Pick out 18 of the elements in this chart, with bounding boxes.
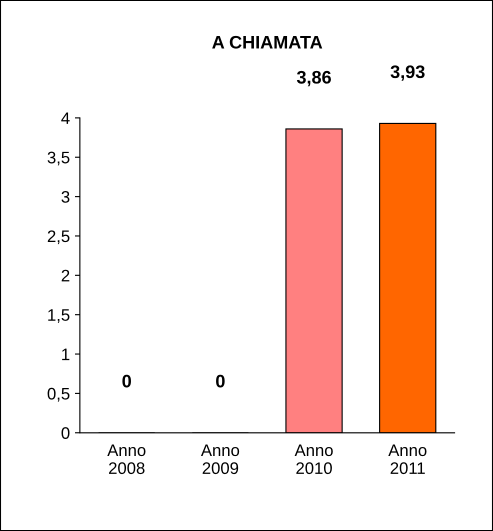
- x-tick-label: Anno 2011: [388, 444, 426, 474]
- y-tick-label: 2,5: [48, 230, 70, 244]
- data-label: 3,93: [390, 65, 425, 81]
- y-tick-label: 1,5: [48, 309, 70, 323]
- data-label: 0: [216, 374, 225, 388]
- x-tick-label: Anno 2010: [294, 444, 333, 474]
- data-label: 3,86: [296, 70, 331, 86]
- y-tick-label: 4: [61, 112, 70, 124]
- y-tick-label: 0,5: [48, 388, 70, 402]
- x-tick-label: Anno 2009: [200, 444, 240, 474]
- data-label: 0: [122, 374, 131, 388]
- chart-title: A CHIAMATA: [212, 36, 322, 49]
- x-tick-label: Anno 2008: [107, 444, 146, 474]
- y-tick-label: 3: [62, 191, 70, 203]
- y-tick-label: 2: [62, 270, 70, 282]
- y-tick-label: 3,5: [48, 152, 70, 166]
- y-tick-label: 1: [62, 348, 70, 360]
- y-tick-label: 0: [62, 427, 70, 439]
